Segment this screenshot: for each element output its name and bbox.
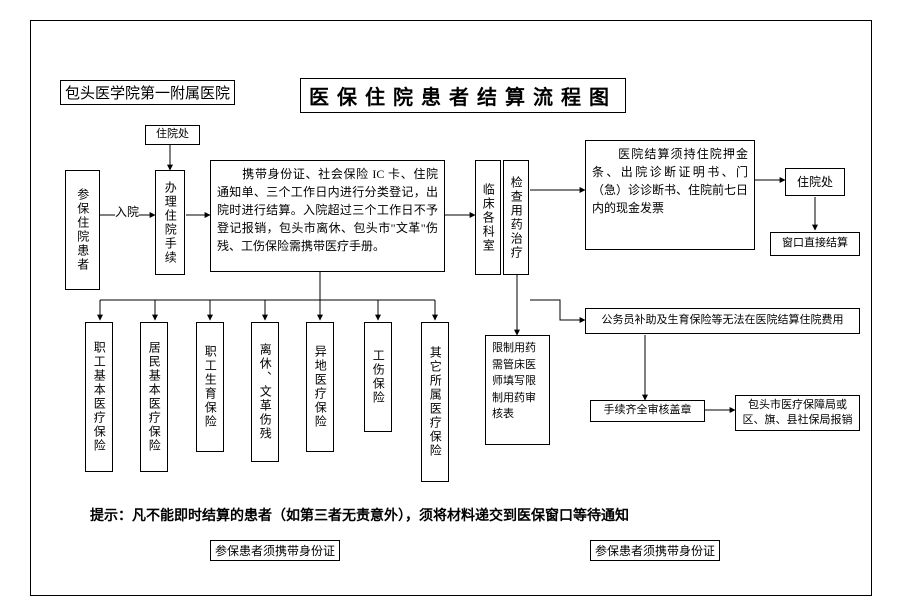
node-ins1: 职工基本医疗保险 <box>85 322 113 472</box>
footer-note-1: 参保患者须携带身份证 <box>210 540 340 561</box>
node-admission-office-2: 住院处 <box>785 168 845 196</box>
node-cannot: 公务员补助及生育保险等无法在医院结算住院费用 <box>585 308 860 334</box>
node-ins2: 居民基本医疗保险 <box>140 322 168 472</box>
node-details: 携带身份证、社会保险 IC 卡、住院通知单、三个工作日内进行分类登记，出院时进行… <box>210 160 445 272</box>
node-ins3: 职工生育保险 <box>196 322 224 452</box>
node-bureau: 包头市医疗保障局或区、旗、县社保局报销 <box>735 395 860 431</box>
node-window: 窗口直接结算 <box>770 232 860 256</box>
edge-label-admit: 入院 <box>115 203 139 220</box>
node-ins5: 异地医疗保险 <box>306 322 334 452</box>
node-treatment: 检查用药治疗 <box>503 160 529 275</box>
node-settlement-req: 医院结算须持住院押金条、出院诊断证明书、门（急）诊诊断书、住院前七日内的现金发票 <box>585 140 755 250</box>
node-ins4: 离休、文革伤残 <box>251 322 279 462</box>
node-clinical: 临床各科室 <box>475 160 501 275</box>
footer-note-2: 参保患者须携带身份证 <box>590 540 720 561</box>
page-title: 医保住院患者结算流程图 <box>300 78 626 113</box>
node-patient: 参保住院患者 <box>65 170 100 290</box>
hospital-name: 包头医学院第一附属医院 <box>60 80 235 105</box>
node-admission-office: 住院处 <box>145 125 200 145</box>
node-ins6: 工伤保险 <box>364 322 392 432</box>
node-restrict: 限制用药需管床医师填写限制用药审核表 <box>485 335 550 445</box>
node-procedure: 办理住院手续 <box>155 170 185 275</box>
node-review: 手续齐全审核盖章 <box>590 400 705 422</box>
footer-tip: 提示：凡不能即时结算的患者（如第三者无责意外），须将材料递交到医保窗口等待通知 <box>90 505 629 525</box>
node-ins7: 其它所属医疗保险 <box>421 322 449 482</box>
